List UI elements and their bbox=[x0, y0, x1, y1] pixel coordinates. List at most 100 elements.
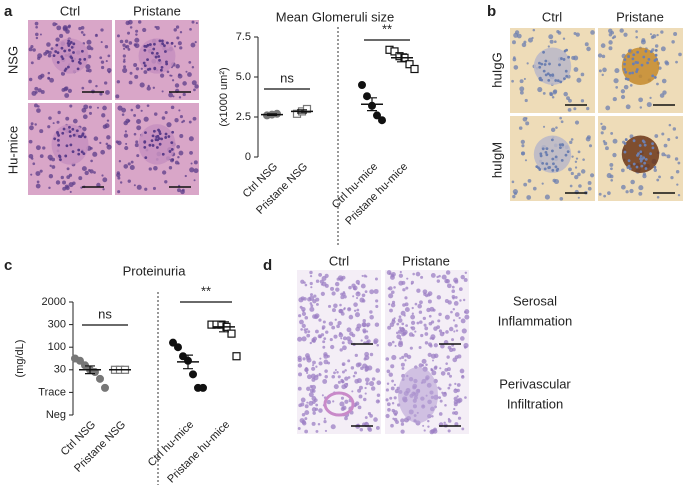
nucleus bbox=[106, 67, 112, 73]
nucleus bbox=[337, 380, 341, 384]
nucleus bbox=[560, 57, 563, 60]
nucleus bbox=[541, 161, 545, 165]
nucleus bbox=[628, 71, 632, 75]
nucleus bbox=[143, 145, 147, 149]
y-tick-label: Neg bbox=[46, 409, 66, 421]
nucleus bbox=[34, 91, 38, 94]
nucleus bbox=[96, 182, 101, 188]
nucleus bbox=[123, 58, 126, 61]
nucleus bbox=[179, 134, 184, 139]
nucleus bbox=[573, 107, 577, 111]
nucleus bbox=[364, 416, 368, 420]
nucleus bbox=[298, 314, 302, 318]
nucleus bbox=[93, 171, 96, 174]
nucleus bbox=[356, 323, 362, 329]
nucleus bbox=[86, 39, 92, 45]
data-point bbox=[358, 81, 366, 89]
nucleus bbox=[158, 39, 162, 43]
nucleus bbox=[412, 272, 415, 276]
nucleus bbox=[420, 275, 424, 279]
nucleus bbox=[168, 150, 172, 153]
nucleus bbox=[430, 367, 433, 371]
nucleus bbox=[136, 184, 142, 190]
nucleus bbox=[446, 283, 452, 289]
nucleus bbox=[134, 74, 139, 79]
nucleus bbox=[389, 396, 393, 400]
x-tick-label: Pristane hu-mice bbox=[165, 419, 232, 486]
data-point bbox=[410, 64, 419, 74]
nucleus bbox=[623, 62, 626, 66]
nucleus bbox=[165, 60, 168, 64]
nucleus bbox=[333, 303, 338, 309]
nucleus bbox=[447, 417, 451, 421]
nucleus bbox=[460, 336, 465, 341]
nucleus bbox=[99, 141, 102, 144]
significance-label: ns bbox=[98, 306, 112, 321]
nucleus bbox=[107, 54, 111, 58]
panel-label: a bbox=[4, 3, 13, 20]
nucleus bbox=[386, 382, 390, 385]
nucleus bbox=[545, 162, 549, 166]
nucleus bbox=[571, 155, 574, 158]
nucleus bbox=[57, 110, 61, 115]
nucleus bbox=[389, 308, 393, 313]
nucleus bbox=[636, 154, 639, 157]
nucleus bbox=[321, 394, 324, 397]
nucleus bbox=[127, 179, 131, 183]
nucleus bbox=[429, 337, 432, 340]
nucleus bbox=[629, 84, 633, 87]
nucleus bbox=[423, 323, 427, 327]
nucleus bbox=[547, 166, 551, 170]
nucleus bbox=[548, 34, 554, 40]
nucleus bbox=[653, 76, 657, 79]
nucleus bbox=[446, 355, 450, 359]
nucleus bbox=[578, 184, 582, 188]
nucleus bbox=[454, 388, 457, 391]
nucleus bbox=[651, 74, 655, 78]
nucleus bbox=[146, 86, 151, 91]
nucleus bbox=[340, 311, 345, 316]
nucleus bbox=[418, 345, 422, 349]
nucleus bbox=[546, 72, 550, 76]
nucleus bbox=[373, 338, 379, 344]
nucleus bbox=[351, 283, 356, 288]
nucleus bbox=[437, 319, 441, 323]
nucleus bbox=[436, 295, 442, 300]
nucleus bbox=[30, 122, 34, 126]
nucleus bbox=[190, 162, 193, 165]
nucleus bbox=[323, 352, 328, 357]
nucleus bbox=[153, 67, 157, 71]
nucleus bbox=[56, 132, 60, 135]
nucleus bbox=[453, 330, 456, 333]
nucleus bbox=[423, 292, 427, 297]
nucleus bbox=[311, 407, 317, 412]
nucleus bbox=[318, 373, 322, 377]
nucleus bbox=[115, 140, 119, 144]
nucleus bbox=[632, 53, 636, 57]
nucleus bbox=[457, 416, 462, 420]
nucleus bbox=[677, 193, 681, 197]
row-label: huIgG bbox=[489, 52, 504, 87]
nucleus bbox=[651, 142, 654, 146]
nucleus bbox=[297, 357, 302, 363]
nucleus bbox=[95, 84, 98, 88]
nucleus bbox=[67, 88, 72, 93]
nucleus bbox=[127, 119, 131, 122]
y-tick-label: 2.5 bbox=[236, 111, 251, 123]
nucleus bbox=[30, 173, 33, 176]
nucleus bbox=[419, 300, 423, 305]
nucleus bbox=[164, 110, 168, 115]
nucleus bbox=[321, 325, 326, 330]
nucleus bbox=[30, 45, 34, 49]
nucleus bbox=[513, 192, 517, 196]
error-bar bbox=[219, 321, 229, 333]
nucleus bbox=[456, 388, 460, 393]
nucleus bbox=[306, 333, 311, 338]
nucleus bbox=[130, 108, 134, 112]
nucleus bbox=[93, 136, 99, 141]
nucleus bbox=[56, 138, 60, 142]
nucleus bbox=[32, 162, 36, 166]
nucleus bbox=[431, 337, 435, 341]
nucleus bbox=[646, 102, 652, 108]
nucleus bbox=[623, 32, 628, 37]
